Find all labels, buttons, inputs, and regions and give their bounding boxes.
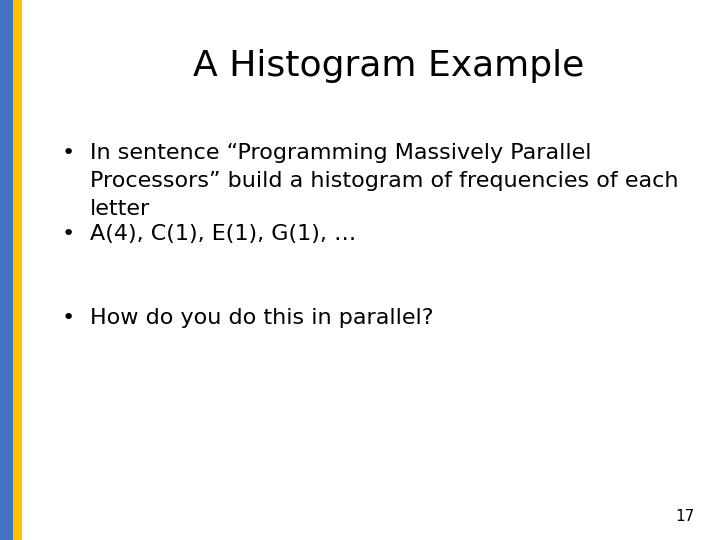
Text: A(4), C(1), E(1), G(1), …: A(4), C(1), E(1), G(1), … xyxy=(90,224,356,244)
Text: How do you do this in parallel?: How do you do this in parallel? xyxy=(90,308,433,328)
Text: •: • xyxy=(62,224,75,244)
Text: •: • xyxy=(62,143,75,163)
Text: A Histogram Example: A Histogram Example xyxy=(193,49,585,83)
Text: •: • xyxy=(62,308,75,328)
Text: Processors” build a histogram of frequencies of each: Processors” build a histogram of frequen… xyxy=(90,171,678,191)
Text: 17: 17 xyxy=(675,509,695,524)
Text: In sentence “Programming Massively Parallel: In sentence “Programming Massively Paral… xyxy=(90,143,592,163)
Text: letter: letter xyxy=(90,199,150,219)
